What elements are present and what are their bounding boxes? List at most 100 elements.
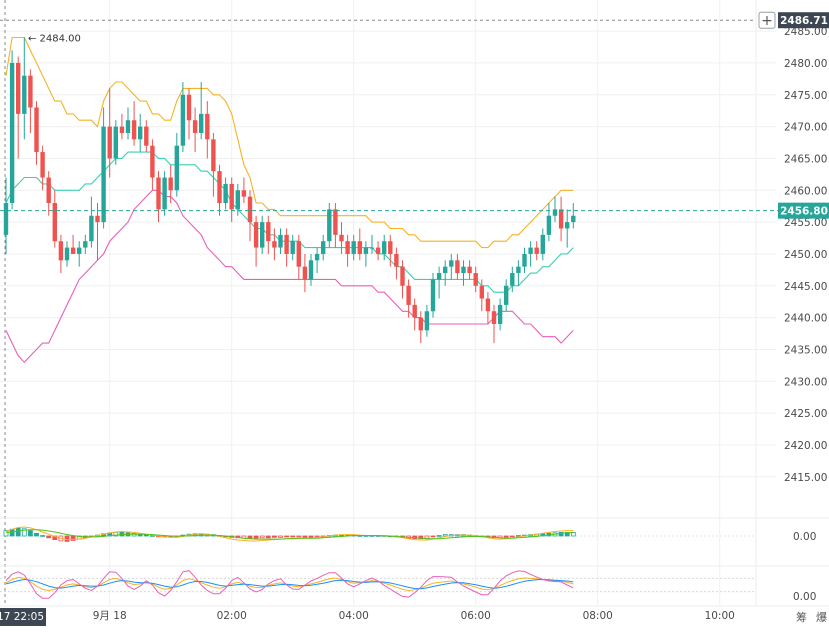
candle-body (131, 120, 137, 140)
macd-histogram-bar (3, 530, 9, 537)
candle-body (150, 145, 155, 178)
candle-body (89, 215, 94, 242)
price-tick-label: 2430.00 (784, 376, 827, 388)
candle-body (278, 234, 283, 248)
kdj-k-line (5, 576, 574, 592)
corner-label[interactable]: 筹 (796, 610, 807, 624)
macd-histogram-bar (516, 535, 521, 537)
candle-body (485, 298, 491, 312)
time-tick-label: 08:00 (583, 610, 613, 622)
kdj-j-line (5, 570, 574, 599)
candle-body (412, 304, 417, 318)
candle-body (571, 215, 576, 223)
candle-body (266, 222, 271, 242)
candle-body (113, 126, 118, 159)
high-price-annotation: ← 2484.00 (28, 33, 81, 44)
candle-body (223, 183, 228, 204)
candle-body (394, 253, 399, 267)
candle-body (34, 107, 39, 153)
macd-histogram-bar (40, 535, 45, 537)
candle-body (540, 234, 545, 254)
candle-body (510, 273, 515, 286)
price-tick-label: 2455.00 (784, 217, 827, 229)
macd-dea-line (5, 529, 574, 540)
price-tick-label: 2450.00 (784, 249, 827, 261)
corner-label[interactable]: 爆 (816, 610, 827, 624)
time-tick-label: 04:00 (339, 610, 369, 622)
candle-body (64, 247, 70, 261)
candle-body (321, 241, 326, 254)
candle-body (497, 304, 503, 324)
candle-body (479, 285, 484, 299)
candle-body (22, 75, 27, 114)
candle-body (375, 247, 381, 254)
candle-body (28, 75, 33, 108)
price-tick-label: 2485.00 (784, 26, 827, 38)
macd-histogram-bar (296, 535, 302, 538)
candle-body (95, 215, 100, 223)
candle-body (339, 234, 344, 242)
time-tick-label: 06:00 (461, 610, 491, 622)
candle-body (83, 241, 88, 248)
candle-body (388, 241, 393, 254)
candle-body (174, 145, 179, 191)
macd-histogram-bar (314, 535, 320, 538)
candle-body (558, 209, 564, 229)
price-tick-label: 2475.00 (784, 90, 827, 102)
candle-body (467, 266, 472, 274)
candle-body (217, 171, 222, 204)
macd-histogram-bar (308, 535, 314, 538)
candle-body (168, 177, 173, 191)
candle-body (436, 273, 442, 280)
time-tick-label: 10:00 (705, 610, 735, 622)
last-price-tag (778, 202, 829, 219)
candle-body (46, 177, 51, 204)
candle-body (272, 241, 277, 248)
candle-body (186, 94, 192, 121)
candle-body (357, 241, 362, 254)
macd-histogram-bar (34, 532, 39, 537)
price-tick-label: 2435.00 (784, 344, 827, 356)
candle-body (565, 222, 570, 229)
price-tick-label: 2460.00 (784, 185, 827, 197)
macd-histogram-bar (64, 535, 70, 542)
macd-histogram-bar (436, 535, 442, 537)
candle-body (327, 209, 332, 242)
candle-body (211, 139, 216, 172)
macd-histogram-bar (302, 535, 308, 538)
candle-body (534, 247, 539, 254)
price-tick-label: 2425.00 (784, 408, 827, 420)
macd-histogram-bar (339, 534, 344, 537)
candle-body (156, 177, 161, 210)
candle-body (107, 126, 112, 159)
candle-body (16, 62, 21, 114)
candle-body (351, 241, 356, 254)
candle-body (9, 62, 15, 204)
candle-body (516, 266, 521, 274)
candle-body (406, 285, 411, 305)
candle-body (290, 241, 295, 254)
candle-body (138, 126, 143, 140)
plus-icon[interactable]: + (761, 13, 773, 29)
macd-histogram-bar (503, 535, 509, 538)
candle-body (424, 311, 430, 331)
candle-body (40, 152, 45, 178)
candle-body (52, 203, 57, 242)
candle-body (522, 253, 527, 267)
price-tick-label: 2465.00 (784, 153, 827, 165)
candle-body (504, 285, 509, 305)
max-price-label: 2486.71 (780, 15, 828, 27)
macd-histogram-bar (247, 535, 253, 539)
price-tick-label: 2440.00 (784, 313, 827, 325)
candle-body (528, 247, 533, 254)
macd-histogram-bar (290, 535, 296, 538)
macd-histogram-bar (21, 528, 27, 537)
candle-body (449, 260, 454, 267)
candle-body (70, 247, 76, 254)
candle-body (369, 247, 375, 249)
candle-body (284, 234, 289, 254)
candle-body (101, 126, 106, 223)
plus-button[interactable] (758, 11, 776, 29)
